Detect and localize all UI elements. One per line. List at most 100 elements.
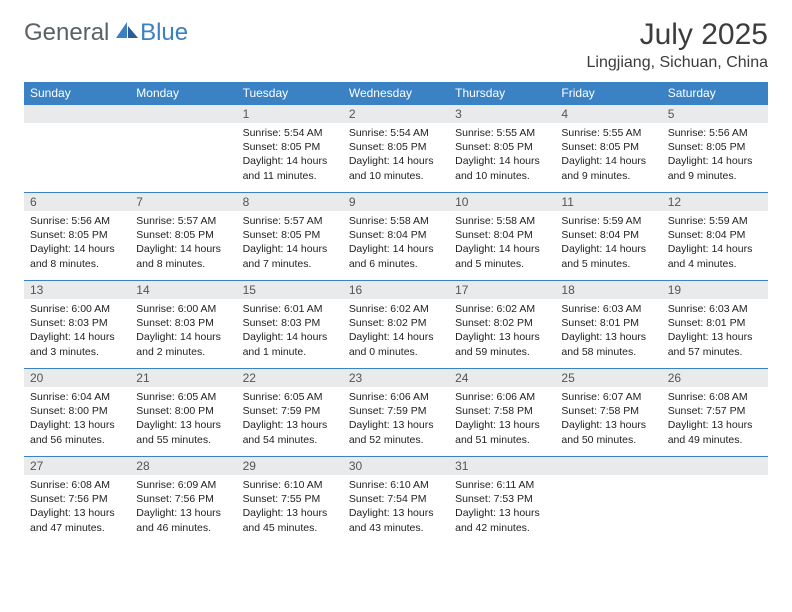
- day-header-wednesday: Wednesday: [343, 82, 449, 105]
- day-cell-24: 24Sunrise: 6:06 AMSunset: 7:58 PMDayligh…: [449, 369, 555, 457]
- day-cell-15: 15Sunrise: 6:01 AMSunset: 8:03 PMDayligh…: [237, 281, 343, 369]
- sunrise-line: Sunrise: 5:55 AM: [561, 126, 655, 140]
- sunset-line: Sunset: 8:05 PM: [30, 228, 124, 242]
- sunrise-line: Sunrise: 6:01 AM: [243, 302, 337, 316]
- week-row: 20Sunrise: 6:04 AMSunset: 8:00 PMDayligh…: [24, 369, 768, 457]
- daylight-line: Daylight: 14 hours and 3 minutes.: [30, 330, 124, 358]
- sunrise-line: Sunrise: 5:58 AM: [349, 214, 443, 228]
- day-number: 25: [555, 369, 661, 387]
- location-text: Lingjiang, Sichuan, China: [587, 54, 768, 72]
- day-header-saturday: Saturday: [662, 82, 768, 105]
- daylight-line: Daylight: 14 hours and 5 minutes.: [455, 242, 549, 270]
- day-number: 11: [555, 193, 661, 211]
- sunset-line: Sunset: 8:01 PM: [668, 316, 762, 330]
- empty-daynum: [555, 457, 661, 475]
- page-header: General Blue July 2025 Lingjiang, Sichua…: [24, 18, 768, 72]
- day-number: 21: [130, 369, 236, 387]
- day-number: 8: [237, 193, 343, 211]
- day-cell-9: 9Sunrise: 5:58 AMSunset: 8:04 PMDaylight…: [343, 193, 449, 281]
- day-info: Sunrise: 6:10 AMSunset: 7:55 PMDaylight:…: [237, 475, 343, 538]
- day-cell-6: 6Sunrise: 5:56 AMSunset: 8:05 PMDaylight…: [24, 193, 130, 281]
- day-cell-18: 18Sunrise: 6:03 AMSunset: 8:01 PMDayligh…: [555, 281, 661, 369]
- day-info: Sunrise: 5:59 AMSunset: 8:04 PMDaylight:…: [662, 211, 768, 274]
- day-number: 20: [24, 369, 130, 387]
- day-number: 12: [662, 193, 768, 211]
- day-cell-8: 8Sunrise: 5:57 AMSunset: 8:05 PMDaylight…: [237, 193, 343, 281]
- logo-text-blue: Blue: [140, 19, 188, 46]
- daylight-line: Daylight: 14 hours and 0 minutes.: [349, 330, 443, 358]
- sunset-line: Sunset: 8:02 PM: [349, 316, 443, 330]
- daylight-line: Daylight: 13 hours and 59 minutes.: [455, 330, 549, 358]
- sail-icon: [114, 20, 140, 40]
- sunset-line: Sunset: 8:00 PM: [136, 404, 230, 418]
- day-info: Sunrise: 6:08 AMSunset: 7:57 PMDaylight:…: [662, 387, 768, 450]
- sunrise-line: Sunrise: 5:56 AM: [668, 126, 762, 140]
- day-number: 13: [24, 281, 130, 299]
- day-cell-25: 25Sunrise: 6:07 AMSunset: 7:58 PMDayligh…: [555, 369, 661, 457]
- day-number: 4: [555, 105, 661, 123]
- sunset-line: Sunset: 8:03 PM: [30, 316, 124, 330]
- sunset-line: Sunset: 8:04 PM: [561, 228, 655, 242]
- day-info: Sunrise: 6:07 AMSunset: 7:58 PMDaylight:…: [555, 387, 661, 450]
- day-cell-27: 27Sunrise: 6:08 AMSunset: 7:56 PMDayligh…: [24, 457, 130, 545]
- sunset-line: Sunset: 8:05 PM: [349, 140, 443, 154]
- day-cell-22: 22Sunrise: 6:05 AMSunset: 7:59 PMDayligh…: [237, 369, 343, 457]
- daylight-line: Daylight: 14 hours and 4 minutes.: [668, 242, 762, 270]
- sunset-line: Sunset: 8:00 PM: [30, 404, 124, 418]
- day-number: 31: [449, 457, 555, 475]
- logo: General Blue: [24, 18, 188, 47]
- day-info: Sunrise: 5:54 AMSunset: 8:05 PMDaylight:…: [343, 123, 449, 186]
- sunset-line: Sunset: 7:55 PM: [243, 492, 337, 506]
- title-block: July 2025 Lingjiang, Sichuan, China: [587, 18, 768, 72]
- day-number: 3: [449, 105, 555, 123]
- day-header-thursday: Thursday: [449, 82, 555, 105]
- day-number: 15: [237, 281, 343, 299]
- day-number: 30: [343, 457, 449, 475]
- day-info: Sunrise: 5:55 AMSunset: 8:05 PMDaylight:…: [449, 123, 555, 186]
- day-cell-2: 2Sunrise: 5:54 AMSunset: 8:05 PMDaylight…: [343, 105, 449, 193]
- empty-daynum: [24, 105, 130, 123]
- day-info: Sunrise: 6:09 AMSunset: 7:56 PMDaylight:…: [130, 475, 236, 538]
- sunset-line: Sunset: 8:01 PM: [561, 316, 655, 330]
- sunset-line: Sunset: 7:57 PM: [668, 404, 762, 418]
- sunrise-line: Sunrise: 6:03 AM: [668, 302, 762, 316]
- empty-cell: [130, 105, 236, 193]
- sunrise-line: Sunrise: 6:00 AM: [136, 302, 230, 316]
- sunset-line: Sunset: 7:54 PM: [349, 492, 443, 506]
- sunset-line: Sunset: 8:05 PM: [243, 228, 337, 242]
- sunset-line: Sunset: 8:05 PM: [668, 140, 762, 154]
- day-info: Sunrise: 6:08 AMSunset: 7:56 PMDaylight:…: [24, 475, 130, 538]
- day-cell-17: 17Sunrise: 6:02 AMSunset: 8:02 PMDayligh…: [449, 281, 555, 369]
- month-title: July 2025: [587, 18, 768, 52]
- sunrise-line: Sunrise: 6:04 AM: [30, 390, 124, 404]
- day-cell-23: 23Sunrise: 6:06 AMSunset: 7:59 PMDayligh…: [343, 369, 449, 457]
- day-number: 22: [237, 369, 343, 387]
- daylight-line: Daylight: 13 hours and 56 minutes.: [30, 418, 124, 446]
- day-cell-13: 13Sunrise: 6:00 AMSunset: 8:03 PMDayligh…: [24, 281, 130, 369]
- daylight-line: Daylight: 14 hours and 11 minutes.: [243, 154, 337, 182]
- daylight-line: Daylight: 13 hours and 45 minutes.: [243, 506, 337, 534]
- sunset-line: Sunset: 8:05 PM: [561, 140, 655, 154]
- sunrise-line: Sunrise: 5:54 AM: [349, 126, 443, 140]
- day-info: Sunrise: 6:10 AMSunset: 7:54 PMDaylight:…: [343, 475, 449, 538]
- sunset-line: Sunset: 7:56 PM: [136, 492, 230, 506]
- daylight-line: Daylight: 14 hours and 10 minutes.: [349, 154, 443, 182]
- day-number: 9: [343, 193, 449, 211]
- day-info: Sunrise: 6:06 AMSunset: 7:59 PMDaylight:…: [343, 387, 449, 450]
- day-number: 17: [449, 281, 555, 299]
- daylight-line: Daylight: 13 hours and 55 minutes.: [136, 418, 230, 446]
- day-cell-21: 21Sunrise: 6:05 AMSunset: 8:00 PMDayligh…: [130, 369, 236, 457]
- day-cell-1: 1Sunrise: 5:54 AMSunset: 8:05 PMDaylight…: [237, 105, 343, 193]
- day-cell-14: 14Sunrise: 6:00 AMSunset: 8:03 PMDayligh…: [130, 281, 236, 369]
- sunset-line: Sunset: 8:03 PM: [243, 316, 337, 330]
- day-info: Sunrise: 5:58 AMSunset: 8:04 PMDaylight:…: [343, 211, 449, 274]
- daylight-line: Daylight: 13 hours and 49 minutes.: [668, 418, 762, 446]
- sunrise-line: Sunrise: 5:59 AM: [561, 214, 655, 228]
- daylight-line: Daylight: 14 hours and 10 minutes.: [455, 154, 549, 182]
- day-number: 6: [24, 193, 130, 211]
- sunset-line: Sunset: 8:05 PM: [136, 228, 230, 242]
- day-number: 14: [130, 281, 236, 299]
- daylight-line: Daylight: 13 hours and 57 minutes.: [668, 330, 762, 358]
- day-cell-12: 12Sunrise: 5:59 AMSunset: 8:04 PMDayligh…: [662, 193, 768, 281]
- day-number: 23: [343, 369, 449, 387]
